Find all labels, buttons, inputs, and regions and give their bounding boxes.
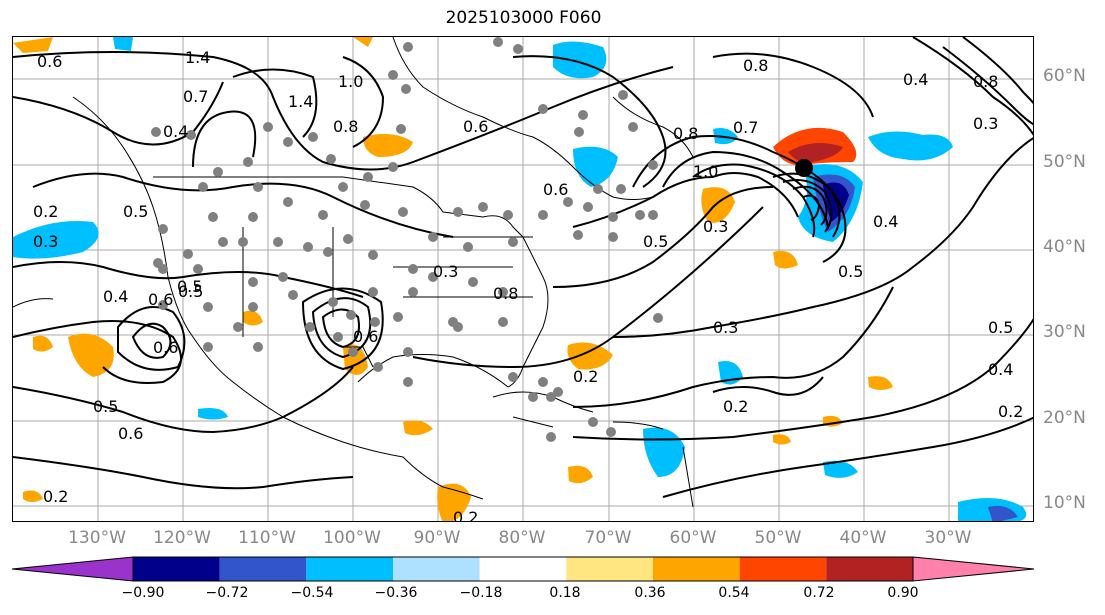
colorbar bbox=[11, 556, 1035, 582]
contour-label: 0.6 bbox=[153, 338, 178, 357]
contour-label: 0.7 bbox=[733, 118, 758, 137]
contour-label: 0.6 bbox=[543, 180, 568, 199]
contour-label: 0.4 bbox=[103, 287, 128, 306]
contour-label: 0.4 bbox=[163, 122, 188, 141]
contour-label: 0.5 bbox=[838, 262, 863, 281]
contour-label: 0.5 bbox=[177, 277, 202, 296]
contour-label: 0.6 bbox=[37, 52, 62, 71]
colorbar-tick: 0.90 bbox=[887, 585, 919, 601]
contour-label: 0.2 bbox=[33, 202, 58, 221]
colorbar-tick: 0.72 bbox=[803, 585, 835, 601]
contour-label: 0.7 bbox=[183, 87, 208, 106]
colorbar-tick: 0.18 bbox=[549, 585, 581, 601]
colorbar-tick: −0.36 bbox=[374, 585, 418, 601]
lat-label: 20°N bbox=[1043, 408, 1086, 428]
contour-label: 0.2 bbox=[43, 487, 68, 506]
contour-label: 1.0 bbox=[338, 72, 363, 91]
colorbar-segment bbox=[739, 557, 827, 581]
lat-label: 40°N bbox=[1043, 237, 1086, 257]
contour-label: 0.5 bbox=[178, 282, 203, 301]
lon-label: 30°W bbox=[924, 528, 972, 548]
contour-label: 0.6 bbox=[148, 290, 173, 309]
lon-label: 80°W bbox=[498, 528, 546, 548]
contour-label: 0.5 bbox=[988, 318, 1013, 337]
contour-label: 0.6 bbox=[353, 327, 378, 346]
lat-label: 50°N bbox=[1043, 152, 1086, 172]
colorbar-segment bbox=[393, 557, 480, 581]
storm-center-marker bbox=[795, 159, 813, 177]
contour-label: 1.4 bbox=[288, 92, 313, 111]
contour-label: 0.2 bbox=[453, 508, 478, 522]
lon-label: 100°W bbox=[323, 528, 381, 548]
contour-label: 0.8 bbox=[333, 117, 358, 136]
lon-label: 120°W bbox=[153, 528, 211, 548]
colorbar-tick: −0.72 bbox=[205, 585, 249, 601]
map-canvas: 1.4 0.6 1.4 1.0 0.8 0.6 0.4 0.2 0.3 0.5 … bbox=[13, 37, 1033, 522]
colorbar-tick: −0.18 bbox=[459, 585, 503, 601]
contour-label: 0.5 bbox=[93, 397, 118, 416]
contour-label: 1.4 bbox=[185, 48, 210, 67]
contour-label: 0.4 bbox=[873, 212, 898, 231]
colorbar-segment bbox=[566, 557, 653, 581]
lon-label: 60°W bbox=[669, 528, 717, 548]
contour-label: 0.2 bbox=[998, 402, 1023, 421]
colorbar-segment bbox=[653, 557, 740, 581]
colorbar-segment bbox=[479, 557, 567, 581]
contour-label: 0.3 bbox=[703, 217, 728, 236]
lon-label: 50°W bbox=[754, 528, 802, 548]
map-panel: 1.4 0.6 1.4 1.0 0.8 0.6 0.4 0.2 0.3 0.5 … bbox=[12, 36, 1034, 522]
lat-label: 10°N bbox=[1043, 493, 1086, 513]
colorbar-outline bbox=[132, 556, 914, 582]
contour-label: 0.8 bbox=[673, 124, 698, 143]
station-dots bbox=[151, 37, 663, 442]
contour-label: 0.3 bbox=[713, 318, 738, 337]
colorbar-segments bbox=[11, 556, 1035, 582]
lon-label: 70°W bbox=[584, 528, 632, 548]
lon-label: 40°W bbox=[839, 528, 887, 548]
contours bbox=[13, 37, 1033, 498]
lon-label: 130°W bbox=[68, 528, 126, 548]
lon-label: 90°W bbox=[413, 528, 461, 548]
colorbar-extend-high bbox=[912, 556, 1035, 582]
colorbar-tick: −0.54 bbox=[290, 585, 334, 601]
colorbar-tick: 0.54 bbox=[718, 585, 750, 601]
contour-label: 0.2 bbox=[723, 397, 748, 416]
contour-label: 0.3 bbox=[433, 262, 458, 281]
map-title: 2025103000 F060 bbox=[445, 8, 602, 28]
contour-label-group: 1.4 0.6 1.4 1.0 0.8 0.6 0.4 0.2 0.3 0.5 … bbox=[33, 48, 1023, 522]
lat-label: 60°N bbox=[1043, 66, 1086, 86]
colorbar-segment bbox=[306, 557, 393, 581]
lon-label: 110°W bbox=[238, 528, 296, 548]
contour-label: 0.2 bbox=[573, 367, 598, 386]
colorbar-tick: −0.90 bbox=[121, 585, 165, 601]
contour-label: 0.4 bbox=[988, 360, 1013, 379]
contour-label: 0.5 bbox=[643, 232, 668, 251]
lat-label: 30°N bbox=[1043, 322, 1086, 342]
colorbar-segment bbox=[219, 557, 307, 581]
colorbar-extend-low bbox=[11, 556, 134, 582]
contour-label: 0.6 bbox=[118, 424, 143, 443]
contour-label: 1.0 bbox=[693, 162, 718, 181]
contour-label: 0.8 bbox=[493, 284, 518, 303]
contour-label: 0.3 bbox=[33, 232, 58, 251]
contour-label: 0.4 bbox=[903, 70, 928, 89]
contour-label: 0.6 bbox=[463, 117, 488, 136]
colorbar-segment bbox=[133, 557, 220, 581]
graticule bbox=[13, 37, 1033, 521]
contour-label: 0.8 bbox=[743, 56, 768, 75]
colorbar-tick: 0.36 bbox=[634, 585, 666, 601]
coastlines bbox=[13, 37, 694, 508]
contour-label: 0.5 bbox=[123, 202, 148, 221]
colorbar-segment bbox=[826, 557, 913, 581]
contour-label: 0.3 bbox=[973, 114, 998, 133]
shaded-field bbox=[13, 37, 1027, 521]
contour-label: 0.8 bbox=[973, 72, 998, 91]
